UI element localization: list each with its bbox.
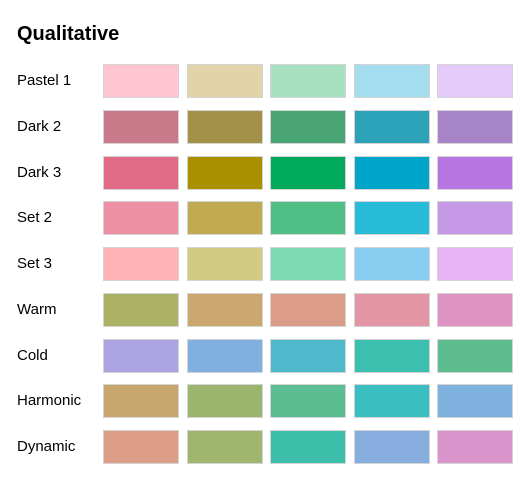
color-swatch xyxy=(437,155,513,190)
color-swatch xyxy=(437,292,513,327)
color-swatch xyxy=(103,155,179,190)
color-swatch xyxy=(270,201,346,236)
color-swatch xyxy=(437,247,513,281)
palette-label: Cold xyxy=(17,346,48,364)
color-swatch xyxy=(186,430,263,464)
color-swatch xyxy=(270,384,346,419)
palette-label: Dark 2 xyxy=(17,117,62,135)
palette-label: Harmonic xyxy=(17,392,82,410)
color-swatch xyxy=(437,384,513,419)
color-swatch xyxy=(186,247,263,281)
color-swatch xyxy=(186,109,263,144)
color-swatch xyxy=(103,430,179,464)
palette-label: Pastel 1 xyxy=(17,72,72,89)
color-swatch xyxy=(103,201,179,236)
color-swatch xyxy=(103,247,179,281)
color-swatch xyxy=(270,338,346,373)
color-swatch xyxy=(353,292,430,327)
color-swatch xyxy=(270,430,346,464)
color-swatch xyxy=(270,64,346,98)
color-swatch xyxy=(353,109,430,144)
palette-label: Set 2 xyxy=(17,209,53,227)
color-swatch xyxy=(186,64,263,98)
palette-label: Dynamic xyxy=(17,438,76,455)
color-swatch xyxy=(186,292,263,327)
color-swatch xyxy=(437,430,513,464)
color-swatch xyxy=(186,338,263,373)
color-swatch xyxy=(103,292,179,327)
color-swatch xyxy=(353,64,430,98)
color-swatch xyxy=(353,430,430,464)
color-swatch xyxy=(103,338,179,373)
color-swatch xyxy=(103,384,179,419)
color-swatch xyxy=(270,109,346,144)
color-swatch xyxy=(353,201,430,236)
color-swatch xyxy=(437,64,513,98)
color-swatch xyxy=(103,109,179,144)
color-swatch xyxy=(353,155,430,190)
color-swatch xyxy=(353,338,430,373)
color-swatch xyxy=(353,384,430,419)
color-swatch xyxy=(186,155,263,190)
color-swatch xyxy=(437,109,513,144)
color-swatch xyxy=(186,201,263,236)
color-swatch xyxy=(103,64,179,98)
palette-label: Set 3 xyxy=(17,255,53,272)
color-swatch xyxy=(186,384,263,419)
palette-label: Dark 3 xyxy=(17,163,62,181)
color-swatch xyxy=(270,292,346,327)
palette-label: Warm xyxy=(17,300,57,318)
color-swatch xyxy=(353,247,430,281)
color-swatch xyxy=(270,155,346,190)
chart-title: Qualitative xyxy=(17,23,120,45)
color-swatch xyxy=(437,201,513,236)
color-swatch xyxy=(437,338,513,373)
color-swatch xyxy=(270,247,346,281)
